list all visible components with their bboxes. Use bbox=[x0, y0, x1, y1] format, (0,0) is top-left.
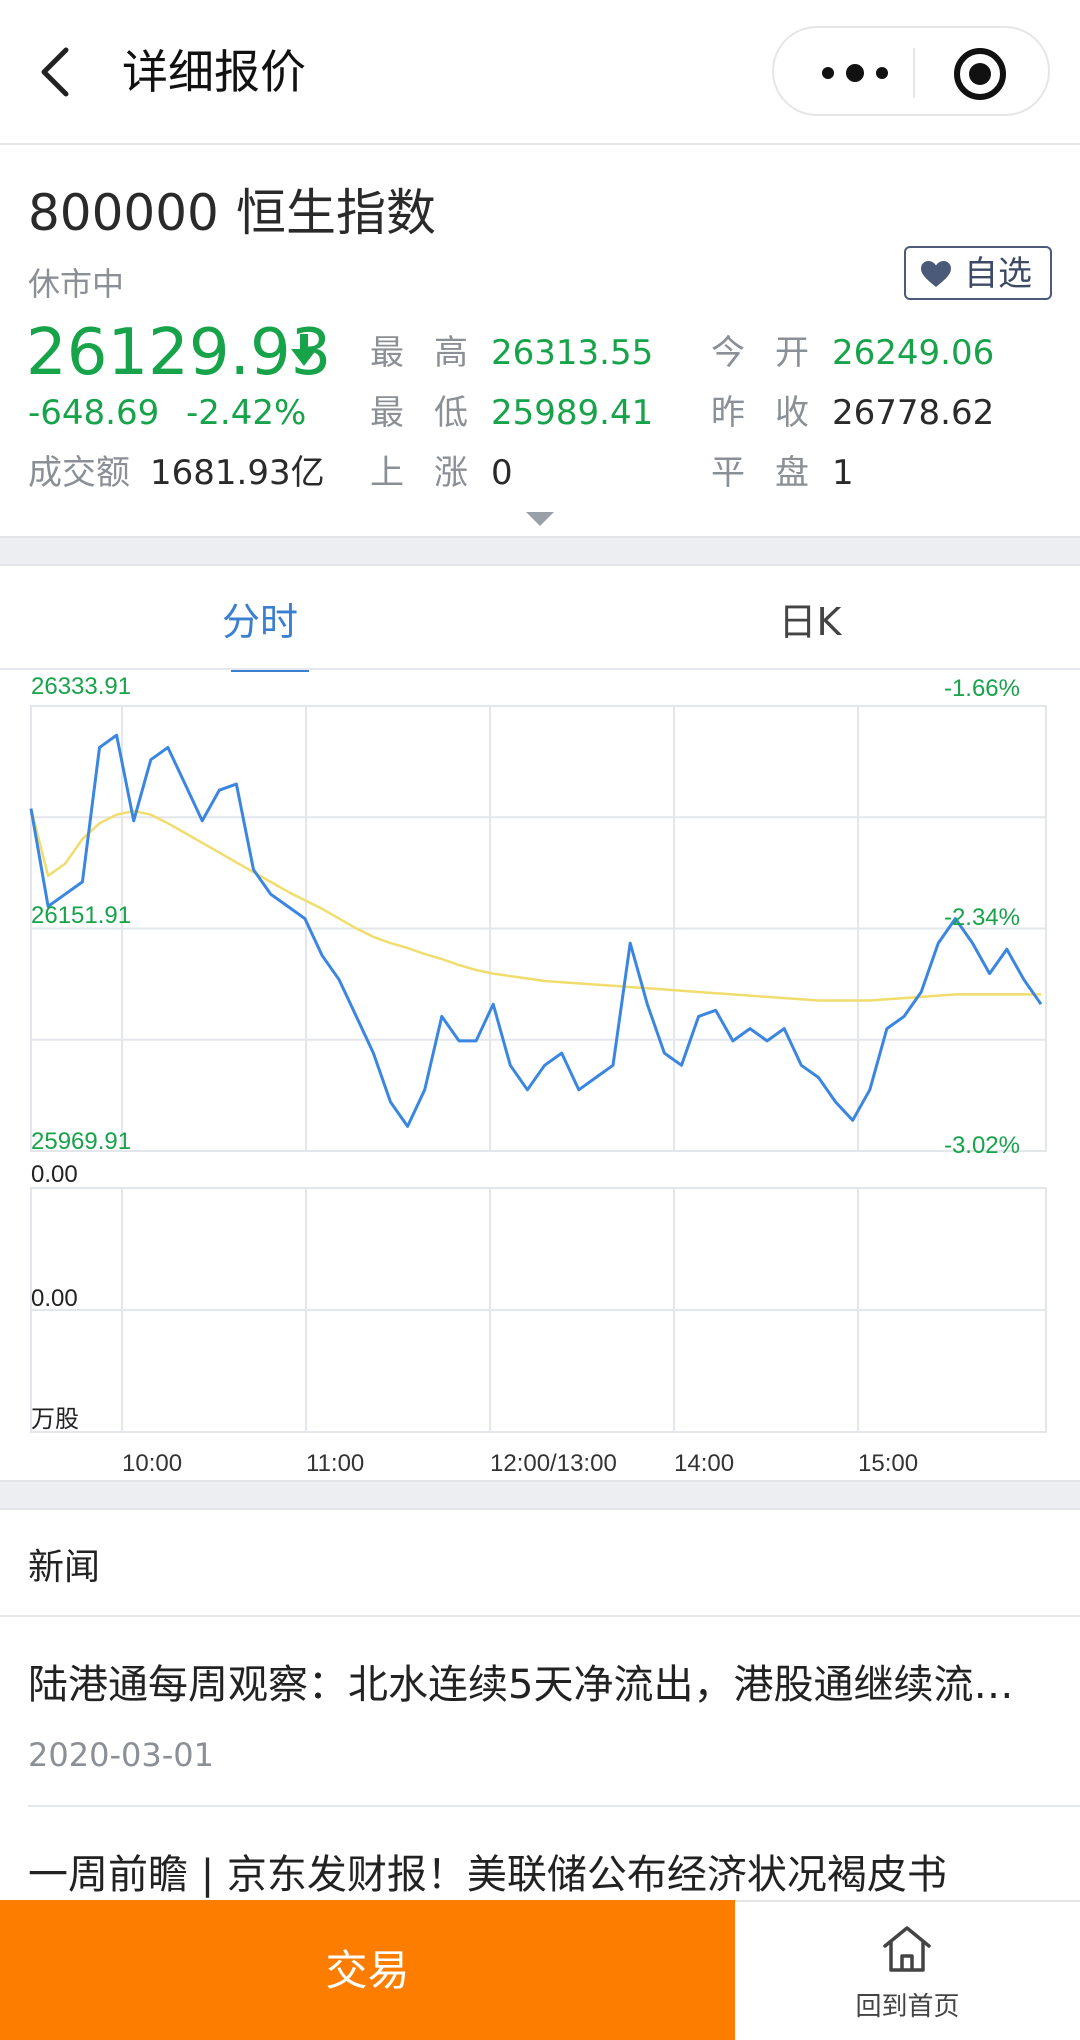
home-icon bbox=[881, 1924, 933, 1974]
stat-label-advances: 上涨 bbox=[370, 453, 498, 493]
trade-button[interactable]: 交易 bbox=[0, 1900, 735, 2040]
chart-grid bbox=[30, 705, 1047, 1433]
price-line bbox=[29, 733, 1043, 1128]
turnover-value: 1681.93亿 bbox=[150, 453, 325, 493]
home-button[interactable]: 回到首页 bbox=[735, 1900, 1080, 2040]
expand-caret-icon[interactable] bbox=[526, 512, 554, 528]
stat-label-high: 最高 bbox=[370, 333, 498, 373]
tab-daily-k[interactable]: 日K bbox=[730, 586, 890, 672]
capsule-divider bbox=[913, 48, 915, 98]
favorite-button[interactable]: 自选 bbox=[904, 246, 1052, 300]
intraday-chart[interactable]: 26333.91 26151.91 25969.91 -1.66% -2.34% -3.0… bbox=[0, 670, 1080, 1480]
stat-value-advances: 0 bbox=[491, 453, 513, 493]
y-tick-right: -3.02% bbox=[944, 1132, 1020, 1159]
tab-active-underline bbox=[231, 668, 309, 672]
price-change: -648.69 bbox=[28, 393, 160, 433]
news-item[interactable]: 一周前瞻 | 京东发财报！美联储公布经济状况褐皮书 bbox=[0, 1807, 1080, 1900]
stock-name: 恒生指数 bbox=[236, 184, 436, 242]
more-dots-icon[interactable] bbox=[812, 44, 898, 102]
stat-value-high: 26313.55 bbox=[491, 333, 654, 373]
price-change-percent: -2.42% bbox=[186, 393, 307, 433]
y-tick-right: -2.34% bbox=[944, 904, 1020, 931]
mini-program-capsule bbox=[772, 26, 1050, 116]
heart-icon bbox=[920, 260, 952, 288]
stat-value-unchanged: 1 bbox=[832, 453, 854, 493]
x-tick: 11:00 bbox=[306, 1450, 364, 1477]
down-arrow-icon bbox=[290, 332, 318, 368]
stat-value-open: 26249.06 bbox=[832, 333, 995, 373]
news-divider bbox=[0, 1615, 1080, 1617]
x-tick: 10:00 bbox=[122, 1450, 182, 1477]
chart-series bbox=[29, 733, 1043, 1128]
stat-label-open: 今开 bbox=[711, 333, 839, 373]
x-tick: 12:00/13:00 bbox=[490, 1450, 617, 1477]
page-title: 详细报价 bbox=[122, 45, 306, 99]
y-tick-left: 26333.91 bbox=[31, 673, 131, 700]
home-button-label: 回到首页 bbox=[855, 1992, 960, 2022]
x-tick: 14:00 bbox=[674, 1450, 734, 1477]
tab-intraday-label: 分时 bbox=[221, 600, 298, 644]
volume-unit: 万股 bbox=[31, 1406, 79, 1433]
nav-bar: 详细报价 bbox=[0, 0, 1080, 145]
back-icon[interactable] bbox=[34, 44, 82, 100]
y-tick-right: -1.66% bbox=[944, 675, 1020, 702]
average-price-line bbox=[29, 808, 1041, 1002]
stat-value-prev-close: 26778.62 bbox=[832, 393, 995, 433]
news-headline: 一周前瞻 | 京东发财报！美联储公布经济状况褐皮书 bbox=[28, 1852, 947, 1898]
stock-code: 800000 bbox=[28, 184, 219, 242]
x-tick: 15:00 bbox=[858, 1450, 918, 1477]
tab-daily-k-label: 日K bbox=[778, 600, 842, 644]
stat-label-low: 最低 bbox=[370, 393, 498, 433]
y-tick-left: 26151.91 bbox=[31, 902, 131, 929]
volume-tick: 0.00 bbox=[31, 1285, 78, 1312]
news-section-title: 新闻 bbox=[28, 1547, 101, 1588]
chart-labels: 26333.91 26151.91 25969.91 -1.66% -2.34% -3.0… bbox=[31, 673, 1020, 1477]
target-circle-icon[interactable] bbox=[952, 46, 1008, 102]
news-date: 2020-03-01 bbox=[28, 1736, 214, 1774]
favorite-label: 自选 bbox=[964, 254, 1032, 294]
turnover-label: 成交额 bbox=[28, 453, 130, 493]
news-item-divider bbox=[28, 1805, 1080, 1807]
news-headline: 陆港通每周观察：北水连续5天净流出，港股通继续流入腾讯控股 bbox=[28, 1662, 1050, 1708]
last-price: 26129.93 bbox=[26, 316, 332, 390]
volume-tick: 0.00 bbox=[31, 1161, 78, 1188]
tab-intraday[interactable]: 分时 bbox=[180, 586, 340, 672]
market-status: 休市中 bbox=[28, 265, 125, 303]
trade-button-label: 交易 bbox=[325, 1946, 410, 1995]
stat-label-prev-close: 昨收 bbox=[711, 393, 839, 433]
stat-label-unchanged: 平盘 bbox=[711, 453, 839, 493]
y-tick-left: 25969.91 bbox=[31, 1128, 131, 1155]
tabs-divider bbox=[0, 668, 1080, 670]
section-divider-2 bbox=[0, 1480, 1080, 1510]
stat-value-low: 25989.41 bbox=[491, 393, 654, 433]
section-divider bbox=[0, 536, 1080, 566]
news-item[interactable]: 陆港通每周观察：北水连续5天净流出，港股通继续流入腾讯控股 2020-03-01 bbox=[0, 1617, 1080, 1807]
